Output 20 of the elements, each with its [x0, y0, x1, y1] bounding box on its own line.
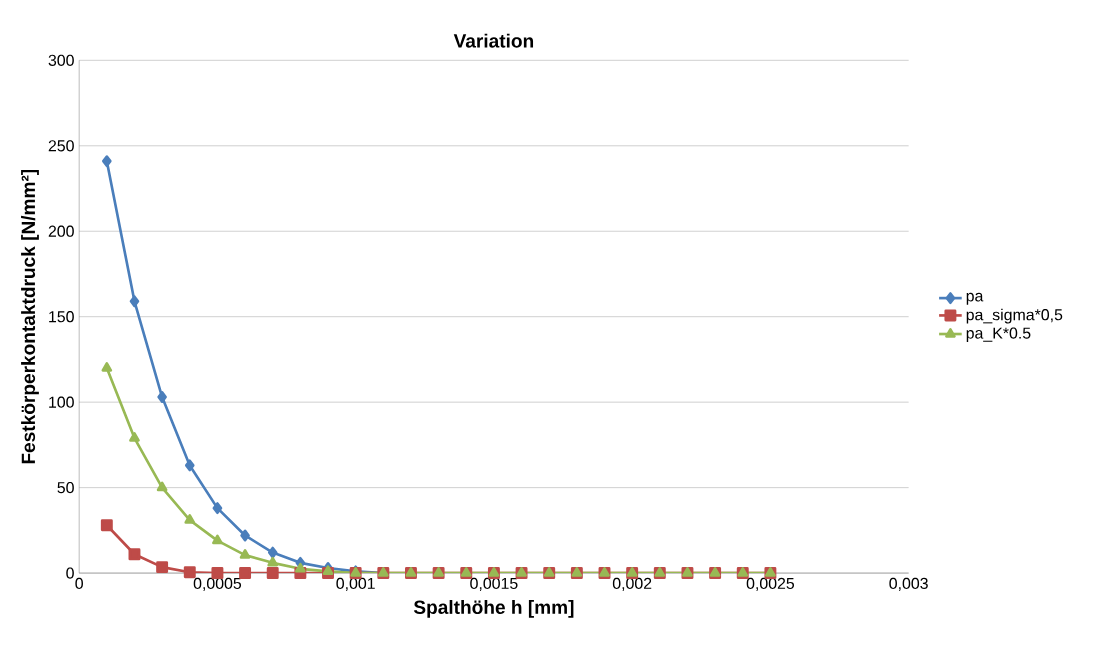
- legend-label: pa_K*0.5: [966, 327, 1031, 342]
- y-tick-label: 50: [57, 481, 74, 494]
- chart-title: Variation: [453, 33, 534, 48]
- y-tick-label: 300: [48, 54, 74, 66]
- x-tick-label: 0,0025: [746, 577, 795, 591]
- x-tick-label: 0,0015: [470, 577, 518, 591]
- y-axis-title: Festkörperkontaktdruck [N/mm²]: [21, 169, 39, 464]
- x-tick-label: 0,0005: [193, 577, 242, 591]
- y-tick-label: 150: [49, 311, 74, 323]
- y-tick-label: 0: [66, 567, 74, 579]
- legend-label: pa_sigma*0,5: [966, 308, 1063, 324]
- x-tick-label: 0,002: [612, 577, 652, 591]
- x-tick-label: 0,003: [889, 577, 928, 591]
- y-tick-label: 250: [48, 140, 74, 152]
- x-tick-label: 0: [75, 577, 83, 589]
- y-tick-label: 100: [49, 396, 74, 408]
- x-tick-label: 0,001: [336, 577, 375, 591]
- x-axis-title: Spalthöhe h [mm]: [413, 599, 574, 618]
- legend-label: pa: [966, 292, 984, 305]
- y-tick-label: 200: [48, 225, 74, 237]
